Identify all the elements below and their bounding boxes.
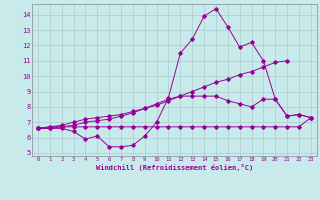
X-axis label: Windchill (Refroidissement éolien,°C): Windchill (Refroidissement éolien,°C) [96, 164, 253, 171]
